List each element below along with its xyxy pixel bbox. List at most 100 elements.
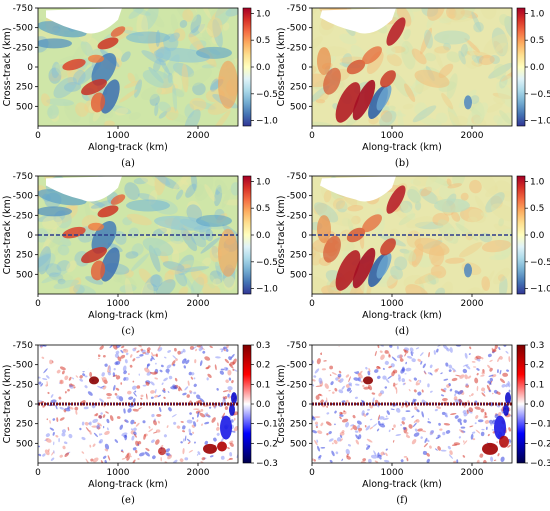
field-feature <box>141 50 167 66</box>
field-feature <box>474 406 481 410</box>
field-feature <box>343 410 346 412</box>
field-feature <box>122 348 129 353</box>
field-feature <box>460 43 468 57</box>
field-feature <box>171 360 176 366</box>
field-feature <box>379 350 383 353</box>
field-feature <box>126 199 170 212</box>
field-feature <box>210 78 220 93</box>
field-feature <box>454 390 460 394</box>
field-feature <box>362 458 367 462</box>
field-feature <box>189 390 192 393</box>
field-feature <box>312 245 321 266</box>
field-feature <box>406 216 433 229</box>
field-feature <box>399 200 413 213</box>
field-feature <box>102 355 106 358</box>
field-feature <box>173 72 183 92</box>
field-feature <box>488 374 494 377</box>
field-feature <box>209 345 213 349</box>
field-feature <box>93 432 99 438</box>
field-feature <box>481 239 511 253</box>
field-feature <box>163 434 167 438</box>
field-feature <box>352 247 376 289</box>
y-tick-label: -750 <box>287 172 308 182</box>
field-feature <box>345 374 350 378</box>
field-feature <box>318 377 323 384</box>
field-feature <box>106 427 109 431</box>
field-feature <box>115 350 120 355</box>
y-axis-label: Cross-track (km) <box>276 365 287 444</box>
field-feature <box>38 214 58 222</box>
field-feature <box>90 199 116 209</box>
field-feature <box>414 271 442 285</box>
field-feature <box>471 361 476 363</box>
field-feature <box>146 350 151 354</box>
field-feature <box>107 364 110 372</box>
field-feature <box>462 455 466 458</box>
field-feature <box>498 346 501 351</box>
field-feature <box>493 267 511 285</box>
field-feature <box>413 377 417 381</box>
y-tick-label: 500 <box>290 102 307 112</box>
field-feature <box>214 8 231 26</box>
field-feature <box>349 390 352 394</box>
field-feature <box>380 110 393 123</box>
field-feature <box>342 410 347 415</box>
field-feature <box>314 421 319 425</box>
y-tick-label: 0 <box>27 400 33 410</box>
field-feature <box>115 387 120 391</box>
field-feature <box>102 376 108 383</box>
field-feature <box>426 458 430 463</box>
field-feature <box>199 360 203 367</box>
field-feature <box>488 419 493 424</box>
field-feature <box>367 384 373 391</box>
field-feature <box>451 444 458 447</box>
y-tick-label: -750 <box>13 341 34 351</box>
land-mask <box>46 176 122 202</box>
field-feature <box>196 454 199 456</box>
field-feature <box>155 362 157 365</box>
y-tick-label: -500 <box>13 192 34 202</box>
field-feature <box>360 380 364 383</box>
field-feature <box>386 185 406 214</box>
field-feature <box>142 420 146 424</box>
field-feature <box>62 370 65 375</box>
field-feature <box>45 384 48 387</box>
x-tick-label: 1000 <box>381 299 404 309</box>
field-feature <box>204 440 208 445</box>
y-tick-label: -500 <box>13 361 34 371</box>
field-feature <box>408 424 413 429</box>
field-feature <box>487 433 490 437</box>
field-feature <box>201 29 213 41</box>
field-feature <box>99 398 105 403</box>
field-feature <box>446 178 452 186</box>
field-feature <box>402 382 406 386</box>
field-feature <box>411 415 415 418</box>
field-feature <box>347 204 364 212</box>
field-feature <box>42 215 63 230</box>
field-feature <box>150 274 163 288</box>
field-feature <box>153 431 158 434</box>
field-feature <box>195 348 198 352</box>
field-feature <box>231 392 237 405</box>
field-feature <box>179 20 188 28</box>
field-feature <box>362 384 365 388</box>
field-feature <box>479 270 495 294</box>
field-feature <box>475 429 481 434</box>
field-feature <box>419 188 439 205</box>
field-feature <box>487 364 491 369</box>
field-feature <box>480 8 497 20</box>
field-feature <box>438 422 441 426</box>
field-feature <box>333 439 338 445</box>
field-feature <box>395 433 402 437</box>
field-feature <box>157 420 160 424</box>
field-feature <box>158 101 172 113</box>
field-feature <box>445 362 449 367</box>
field-feature <box>420 360 423 365</box>
field-feature <box>67 426 70 431</box>
field-feature <box>185 269 197 282</box>
field-feature <box>341 53 353 68</box>
field-feature <box>408 85 417 97</box>
field-feature <box>190 14 202 34</box>
field-feature <box>462 368 468 374</box>
field-feature <box>200 408 204 412</box>
